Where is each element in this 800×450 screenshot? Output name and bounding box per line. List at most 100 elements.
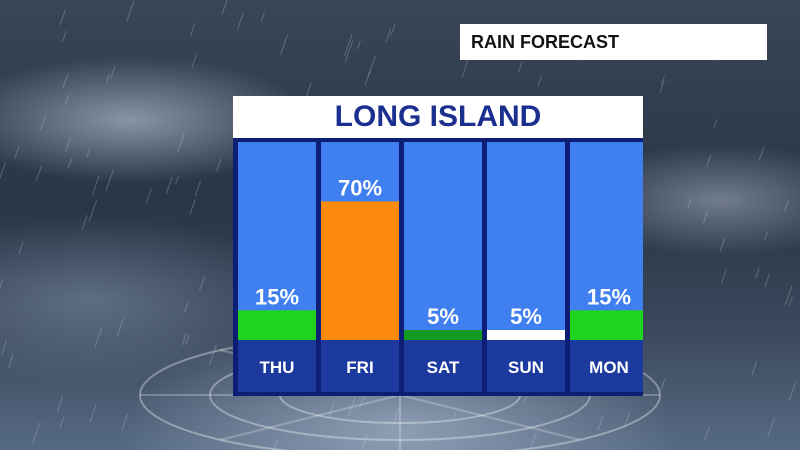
- rain-streak: [461, 59, 469, 78]
- rain-streak: [208, 344, 217, 366]
- rain-streak: [189, 199, 196, 215]
- rain-streak: [221, 0, 228, 15]
- day-label-band: [238, 340, 316, 392]
- rain-streak: [116, 318, 125, 337]
- rain-streak: [145, 188, 152, 205]
- rain-streak: [237, 13, 244, 30]
- rain-streak: [106, 73, 110, 83]
- rain-streak: [537, 75, 543, 87]
- rain-streak: [110, 66, 116, 79]
- rain-streak: [764, 273, 770, 287]
- rain-streak: [751, 361, 758, 376]
- rain-streak: [32, 422, 41, 445]
- rain-streak: [177, 133, 185, 153]
- rain-streak: [39, 115, 46, 131]
- rain-streak: [364, 70, 371, 86]
- data-label: 15%: [255, 284, 299, 309]
- rain-streak: [91, 175, 100, 196]
- rain-streak: [755, 267, 760, 279]
- rain-streak: [59, 416, 65, 429]
- rain-streak: [59, 9, 66, 26]
- rain-streak: [704, 426, 710, 441]
- column-bg: [487, 142, 565, 340]
- rain-streak: [81, 214, 88, 230]
- data-label: 5%: [510, 304, 542, 329]
- rain-streak: [344, 33, 353, 56]
- rain-streak: [62, 30, 67, 42]
- rain-streak: [18, 241, 24, 254]
- rain-streak: [702, 211, 708, 224]
- bar: [404, 330, 482, 340]
- rain-streak: [184, 302, 189, 313]
- rain-streak: [62, 73, 69, 89]
- rain-streak: [361, 435, 368, 450]
- rain-streak: [1, 340, 8, 355]
- rain-streak: [279, 34, 288, 56]
- rain-streak: [65, 137, 72, 152]
- rain-streak: [348, 396, 356, 416]
- rain-streak: [784, 200, 789, 212]
- column-bg: [570, 142, 643, 340]
- rain-streak: [788, 381, 797, 401]
- rain-streak: [344, 40, 354, 63]
- column-bg: [238, 142, 316, 340]
- rain-streak: [8, 353, 14, 368]
- rain-streak: [623, 411, 631, 428]
- rain-forecast-title: RAIN FORECAST: [460, 24, 767, 60]
- rain-streak: [385, 28, 392, 42]
- rain-streak: [14, 145, 20, 159]
- rain-streak: [713, 118, 718, 128]
- rain-streak: [194, 180, 201, 197]
- bar: [238, 310, 316, 340]
- x-tick-label: MON: [589, 358, 629, 377]
- rain-streak: [764, 231, 769, 241]
- rain-streak: [719, 237, 726, 252]
- day-label-band: [487, 340, 565, 392]
- rain-streak: [368, 56, 376, 76]
- rain-streak: [35, 165, 42, 181]
- column-bg: [404, 142, 482, 340]
- rain-streak: [260, 12, 265, 22]
- x-tick-label: SUN: [508, 358, 544, 377]
- rain-streak: [181, 332, 187, 346]
- rain-streak: [517, 61, 523, 73]
- rain-streak: [0, 161, 7, 179]
- rain-streak: [687, 198, 692, 208]
- rain-streak: [392, 407, 400, 426]
- rain-streak: [67, 158, 72, 168]
- forecast-panel: 15% THU 70% FRI 5% SAT 5% SUN 15% MON LONG ISLAND: [233, 96, 643, 396]
- x-tick-label: SAT: [427, 358, 460, 377]
- day-label-band: [570, 340, 643, 392]
- x-tick-label: THU: [260, 358, 295, 377]
- bar: [487, 330, 565, 340]
- rain-streak: [529, 432, 537, 450]
- rain-streak: [185, 334, 190, 345]
- rain-streak: [175, 175, 180, 185]
- rain-streak: [191, 54, 197, 68]
- rain-streak: [216, 158, 222, 172]
- rain-streak: [784, 285, 793, 306]
- rain-streak: [89, 404, 97, 422]
- rain-streak: [452, 410, 457, 420]
- data-label: 15%: [587, 284, 631, 309]
- rain-streak: [126, 1, 135, 22]
- rain-streak: [88, 199, 98, 222]
- rain-streak: [390, 23, 396, 36]
- rain-streak: [165, 176, 173, 195]
- rain-streak: [706, 154, 712, 167]
- rain-streak: [105, 169, 114, 192]
- data-label: 5%: [427, 304, 459, 329]
- day-label-band: [321, 340, 399, 392]
- rain-streak: [356, 40, 361, 50]
- rain-streak: [660, 75, 665, 85]
- rain-streak: [56, 395, 64, 412]
- rain-streak: [767, 416, 776, 438]
- rain-streak: [86, 147, 91, 158]
- rain-streak: [199, 276, 205, 292]
- rain-streak: [121, 413, 128, 431]
- bar: [570, 310, 643, 340]
- data-label: 70%: [338, 175, 382, 200]
- x-tick-label: FRI: [346, 358, 373, 377]
- rain-streak: [0, 278, 4, 289]
- rain-streak: [327, 402, 335, 419]
